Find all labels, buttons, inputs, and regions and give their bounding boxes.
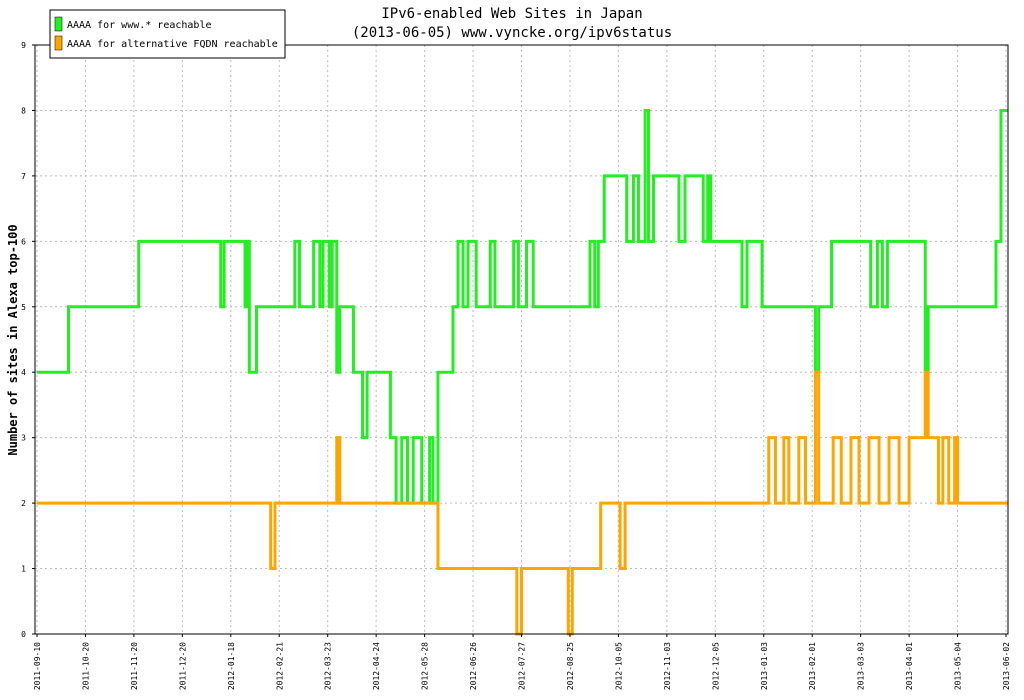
series-line <box>37 108 1008 505</box>
x-tick-label: 2012-07-27 <box>518 642 527 690</box>
legend: AAAA for www.* reachable AAAA for alterna… <box>49 9 286 59</box>
x-tick-label: 2011-11-20 <box>130 642 139 690</box>
y-tick-label: 0 <box>21 630 26 639</box>
x-tick-label: 2013-03-03 <box>857 642 866 690</box>
legend-swatch <box>54 35 63 51</box>
x-tick-label: 2012-12-05 <box>711 642 720 690</box>
y-tick-label: 6 <box>21 237 26 246</box>
x-tick-label: 2012-03-23 <box>324 642 333 690</box>
x-tick-label: 2013-06-02 <box>1002 642 1011 690</box>
chart-subtitle: (2013-06-05) www.vyncke.org/ipv6status <box>352 25 672 41</box>
x-tick-label: 2013-02-01 <box>808 642 817 690</box>
x-tick-label: 2013-05-04 <box>954 642 963 690</box>
x-tick-label: 2013-01-03 <box>760 642 769 690</box>
plot-lines <box>37 108 1008 636</box>
legend-box <box>49 9 286 59</box>
y-tick-label: 8 <box>21 106 26 115</box>
y-axis-label: Number of sites in Alexa top-100 <box>6 224 20 455</box>
x-tick-label: 2012-06-26 <box>469 642 478 690</box>
y-tick-label: 1 <box>21 565 26 574</box>
x-tick-label: 2012-10-05 <box>614 642 623 690</box>
y-tick-label: 5 <box>21 303 26 312</box>
x-tick-label: 2011-12-20 <box>178 642 187 690</box>
x-tick-label: 2011-10-20 <box>81 642 90 690</box>
legend-swatch <box>54 16 63 32</box>
x-tick-label: 2012-01-18 <box>227 642 236 690</box>
chart-title: IPv6-enabled Web Sites in Japan <box>381 6 642 22</box>
y-tick-label: 9 <box>21 41 26 50</box>
series-line <box>37 370 1008 636</box>
x-tick-label: 2011-09-10 <box>33 642 42 690</box>
x-tick-label: 2012-11-03 <box>663 642 672 690</box>
x-tick-label: 2012-05-28 <box>421 642 430 690</box>
x-tick-label: 2013-04-01 <box>905 642 914 690</box>
x-tick-label: 2012-08-25 <box>566 642 575 690</box>
y-tick-label: 4 <box>21 368 26 377</box>
x-tick-label: 2012-04-24 <box>372 642 381 690</box>
y-tick-label: 7 <box>21 172 26 181</box>
legend-label: AAAA for alternative FQDN reachable <box>67 39 278 50</box>
axes: 0 1 2 3 4 5 6 7 8 9 2011-09-10 2011-10-20 2011-11-20… <box>21 41 1011 690</box>
y-tick-label: 2 <box>21 499 26 508</box>
x-tick-label: 2012-02-21 <box>275 642 284 690</box>
plot-frame <box>34 44 1009 635</box>
legend-label: AAAA for www.* reachable <box>67 20 212 31</box>
y-tick-label: 3 <box>21 434 26 443</box>
